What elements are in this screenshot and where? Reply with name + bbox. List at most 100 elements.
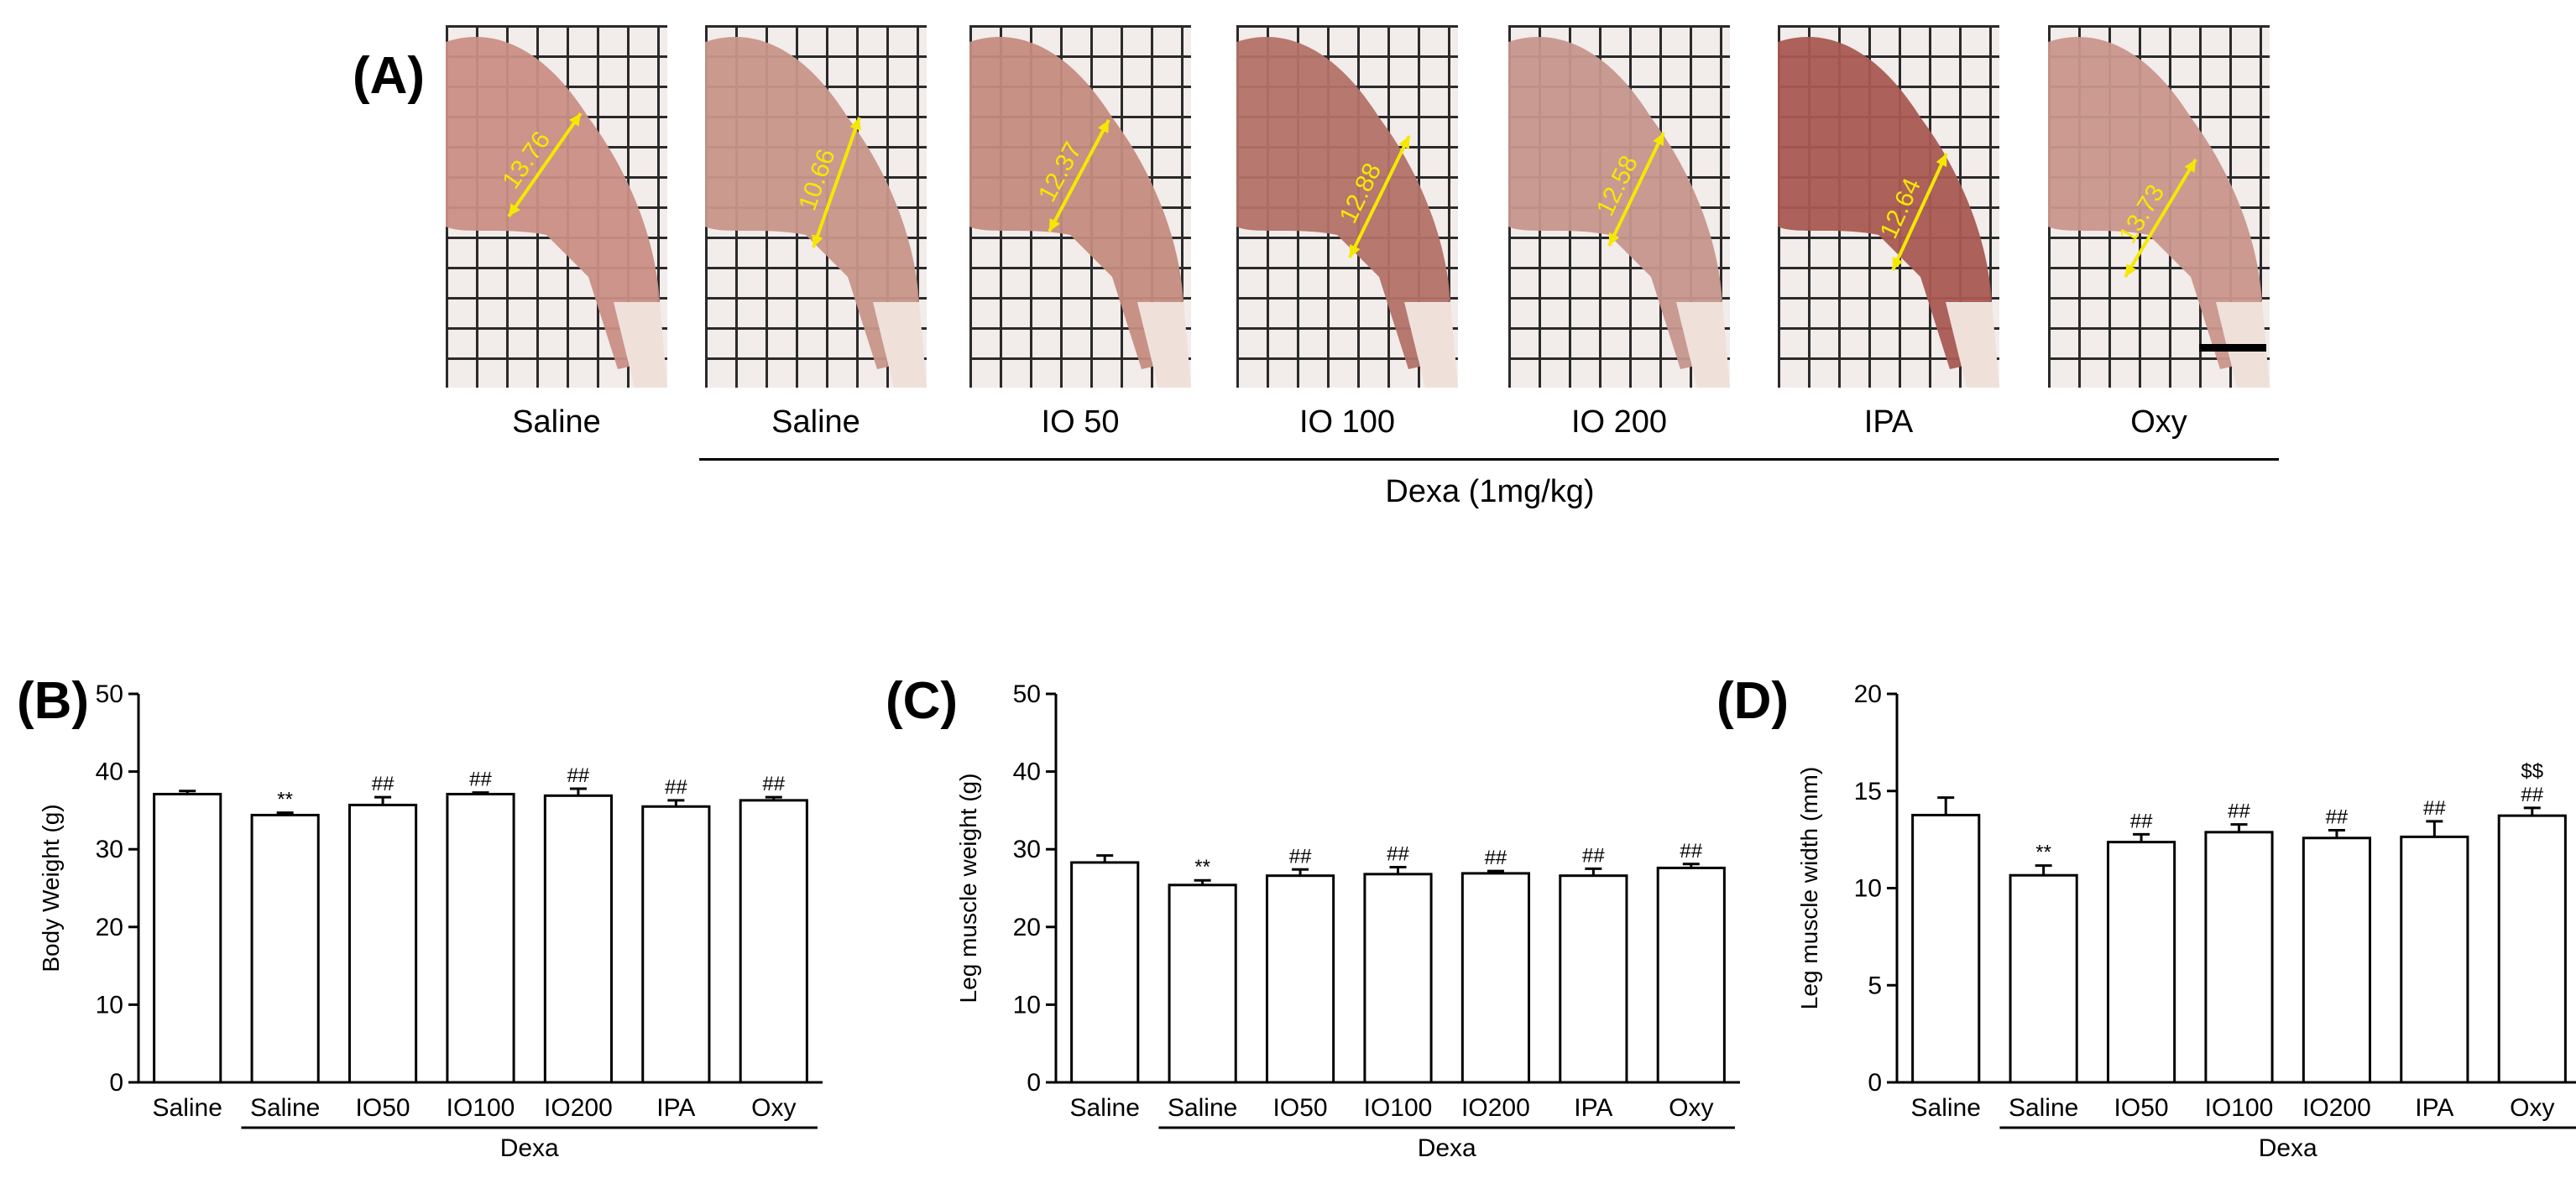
bar [1460, 872, 1531, 1084]
muscle-photo: 13.73 [2048, 25, 2270, 388]
dexa-group-label: Dexa (1mg/kg) [1385, 474, 1595, 509]
muscle-tissue-illustration: 12.37 [969, 37, 1191, 388]
bar [1911, 813, 1981, 1084]
significance-label: ## [762, 773, 785, 795]
significance-label: ** [277, 789, 293, 811]
measurement-arrow [1048, 119, 1110, 232]
bar [2400, 835, 2469, 1084]
significance-label: ## [2423, 797, 2446, 820]
paw-shape [1404, 302, 1458, 388]
muscle-photo: 13.76 [446, 25, 667, 388]
bar [347, 803, 418, 1084]
y-tick-label: 30 [1013, 836, 1041, 863]
paw-shape [873, 302, 927, 388]
x-tick-label: Saline [1911, 1094, 1981, 1122]
muscle-photo: 12.37 [969, 25, 1191, 388]
scale-bar [2199, 344, 2266, 352]
bar [446, 792, 515, 1084]
significance-label-extra: $$ [2521, 760, 2543, 783]
arrow-head [812, 234, 823, 248]
dexa-group-bracket [699, 458, 2279, 461]
significance-label: ## [2521, 784, 2543, 806]
panel-b-label: (B) [17, 672, 90, 730]
measurement-arrow [1348, 135, 1411, 258]
y-tick-label: 0 [109, 1069, 123, 1097]
arrow-head [1398, 136, 1409, 149]
paw-shape [1676, 302, 1730, 388]
y-axis-label: Body Weight (g) [38, 804, 64, 972]
muscle-tissue-illustration: 13.73 [2048, 37, 2270, 388]
chart-leg-muscle-weight: Leg muscle weight (g) 0 10 20 30 40 50 Saline **… [957, 680, 1740, 1162]
arrow-head [849, 117, 861, 131]
significance-label: ** [2035, 842, 2051, 864]
significance-label: ## [1387, 842, 1409, 865]
y-tick-label: 10 [96, 991, 123, 1019]
muscle-tissue-illustration: 13.76 [446, 37, 667, 388]
bar [739, 799, 808, 1084]
arrow-head [1098, 120, 1109, 133]
bar [2204, 831, 2274, 1084]
y-tick-label: 10 [1854, 875, 1882, 903]
measurement-arrow [507, 112, 583, 218]
y-tick-label: 40 [96, 758, 123, 786]
arrow-head [569, 113, 581, 127]
x-tick-label: IO50 [356, 1094, 410, 1122]
bar [153, 792, 222, 1084]
chart-body-weight: Body Weight (g) 0 10 20 30 40 50 Saline ** Saline… [38, 680, 823, 1162]
bar [2106, 841, 2176, 1084]
y-tick-label: 20 [1013, 914, 1041, 941]
photo-group-label: Oxy [2130, 404, 2187, 440]
y-tick-label: 30 [96, 836, 123, 863]
y-tick-label: 50 [1013, 680, 1041, 708]
y-tick-label: 10 [1013, 991, 1041, 1019]
muscle-photo: 12.88 [1236, 25, 1458, 388]
paw-shape [1137, 302, 1191, 388]
bar [1265, 874, 1335, 1084]
significance-label: ## [1582, 844, 1605, 867]
arrow-head [1350, 244, 1361, 258]
panel-c-label: (C) [886, 672, 959, 730]
significance-label: ** [1194, 856, 1210, 878]
dexa-label: Dexa [2259, 1134, 2317, 1162]
y-axis-label: Leg muscle weight (g) [957, 774, 981, 1003]
x-tick-label: Saline [153, 1094, 222, 1122]
muscle-tissue [969, 37, 1183, 369]
y-tick-label: 20 [1854, 680, 1882, 708]
bar [2302, 837, 2372, 1084]
x-tick-label: IO50 [1273, 1094, 1328, 1122]
y-tick-label: 0 [1027, 1069, 1041, 1097]
paw-shape [1946, 302, 1999, 388]
significance-label: ## [1485, 847, 1507, 869]
bar [543, 794, 614, 1084]
photo-group-label: IO 50 [1041, 404, 1120, 440]
significance-label: ## [2326, 806, 2349, 829]
x-tick-label: Saline [250, 1094, 320, 1122]
dexa-label: Dexa [500, 1134, 559, 1162]
measurement-arrow [1891, 153, 1948, 271]
x-tick-label: IO100 [2205, 1094, 2274, 1122]
bar [1559, 874, 1628, 1084]
bar [641, 805, 711, 1084]
photo-group-label: Saline [771, 404, 860, 440]
x-tick-label: IPA [1574, 1094, 1612, 1122]
muscle-tissue [1778, 37, 1992, 369]
muscle-tissue-illustration: 12.88 [1236, 37, 1458, 388]
significance-label: ## [1680, 840, 1702, 863]
x-tick-label: Oxy [751, 1094, 796, 1122]
arrow-head [1936, 154, 1947, 167]
x-tick-label: Saline [2009, 1094, 2078, 1122]
x-tick-label: IO100 [1364, 1094, 1433, 1122]
arrow-head [1608, 232, 1620, 246]
bar [1656, 866, 1726, 1084]
y-tick-label: 20 [96, 914, 123, 941]
significance-label: ## [567, 764, 590, 787]
significance-label: ## [2228, 800, 2250, 823]
significance-label: ## [665, 776, 687, 799]
significance-label: ## [372, 773, 394, 795]
muscle-tissue [446, 37, 660, 369]
muscle-tissue-illustration: 12.58 [1508, 37, 1730, 388]
x-tick-label: Oxy [1669, 1094, 1713, 1122]
photo-group-label: IPA [1863, 404, 1914, 440]
x-tick-label: Saline [1070, 1094, 1140, 1122]
photo-group-label: IO 100 [1298, 404, 1396, 440]
